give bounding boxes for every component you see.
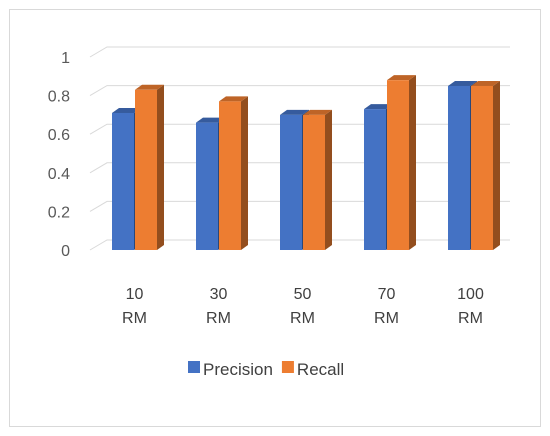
- legend-swatch: [188, 361, 200, 373]
- legend-label: Recall: [297, 360, 344, 379]
- gridline: [89, 85, 510, 97]
- bar-recall-3: [387, 75, 416, 250]
- x-axis: 10 RM 30 RM 50 RM 70 RM 100 RM: [122, 286, 484, 327]
- y-tick-label: 1: [61, 50, 70, 67]
- legend-swatch: [281, 361, 294, 373]
- bar-recall-0: [135, 84, 164, 250]
- x-tick-label: 50: [294, 286, 312, 303]
- x-tick-label: RM: [290, 310, 315, 327]
- x-tick-label: RM: [458, 310, 483, 327]
- bar-recall-2: [303, 109, 332, 251]
- y-tick-label: 0: [61, 243, 70, 260]
- gridline: [89, 46, 510, 58]
- y-tick-label: 0.6: [48, 127, 70, 144]
- bar-recall-1: [219, 96, 248, 250]
- x-tick-label: RM: [122, 310, 147, 327]
- y-tick-label: 0.4: [48, 166, 70, 183]
- x-tick-label: 10: [126, 286, 144, 303]
- y-axis: 0 0.2 0.4 0.6 0.8 1: [48, 50, 70, 260]
- legend: Precision Recall: [188, 360, 344, 379]
- legend-label: Precision: [203, 360, 273, 379]
- legend-item-recall: Recall: [281, 360, 344, 379]
- bar-recall-4: [471, 80, 500, 250]
- y-tick-label: 0.2: [48, 204, 70, 221]
- x-tick-label: 30: [210, 286, 228, 303]
- x-tick-label: RM: [206, 310, 231, 327]
- x-tick-label: RM: [374, 310, 399, 327]
- x-tick-label: 100: [457, 286, 484, 303]
- bars: [112, 75, 500, 251]
- y-tick-label: 0.8: [48, 89, 70, 106]
- x-tick-label: 70: [378, 286, 396, 303]
- legend-item-precision: Precision: [188, 360, 273, 379]
